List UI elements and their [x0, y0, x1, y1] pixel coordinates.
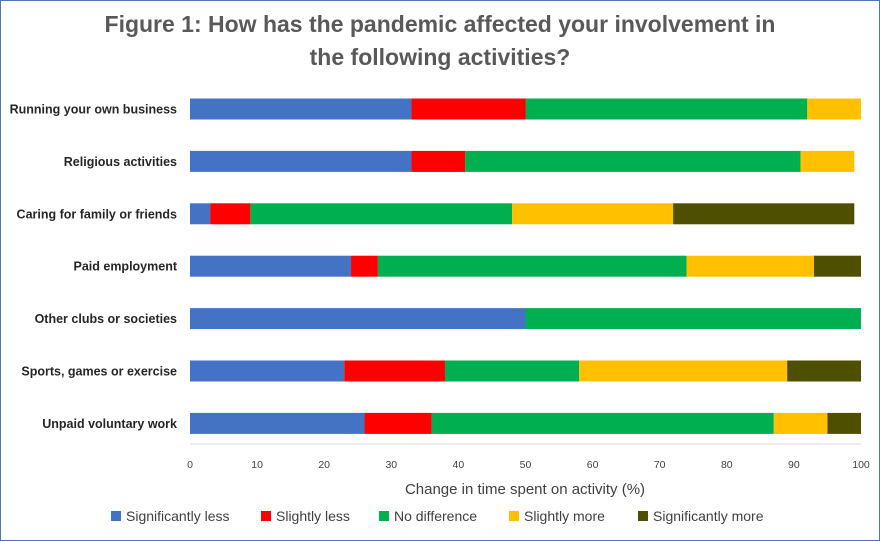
bar-segment: [190, 98, 412, 120]
legend-swatch: [111, 511, 121, 521]
x-tick-label: 100: [852, 459, 870, 471]
bar-segment: [351, 255, 378, 277]
bar-segment: [190, 150, 412, 172]
bar-segment: [465, 150, 801, 172]
x-tick-label: 50: [520, 459, 532, 471]
category-label: Caring for family or friends: [17, 207, 177, 221]
bar-segment: [686, 255, 815, 277]
bar-segment: [512, 203, 674, 225]
category-label: Other clubs or societies: [35, 312, 177, 326]
chart-title-line-2: the following activities?: [309, 44, 571, 70]
bar-segment: [673, 203, 855, 225]
legend-label: Significantly less: [126, 508, 230, 524]
bar-segment: [190, 308, 526, 330]
x-tick-label: 70: [654, 459, 666, 471]
category-label: Paid employment: [74, 260, 178, 274]
bar-segment: [190, 360, 345, 382]
bar-segment: [444, 360, 580, 382]
bar-segment: [579, 360, 788, 382]
legend-swatch: [638, 511, 648, 521]
x-axis-ticks: 0 10 20 30 40 50 60 70 80 90 100: [187, 459, 870, 471]
bar-segment: [773, 412, 828, 434]
legend-label: Slightly less: [276, 508, 350, 524]
x-tick-label: 80: [721, 459, 733, 471]
legend-swatch: [509, 511, 519, 521]
bar-segment: [411, 98, 526, 120]
bar-segment: [377, 255, 687, 277]
bar-segment: [344, 360, 445, 382]
bar-segment: [431, 412, 774, 434]
x-tick-label: 20: [318, 459, 330, 471]
bar-segment: [525, 98, 808, 120]
x-tick-label: 30: [385, 459, 397, 471]
x-tick-label: 0: [187, 459, 193, 471]
chart-title-line-1: Figure 1: How has the pandemic affected …: [104, 11, 776, 37]
legend-label: Significantly more: [653, 508, 764, 524]
bar-segment: [364, 412, 432, 434]
bar-segment: [814, 255, 861, 277]
legend-label: Slightly more: [524, 508, 605, 524]
bars-group: [190, 98, 861, 434]
bar-segment: [190, 203, 211, 225]
category-labels: Running your own business Religious activ…: [10, 103, 178, 431]
bar-segment: [807, 98, 861, 120]
x-tick-label: 10: [251, 459, 263, 471]
category-label: Religious activities: [64, 155, 177, 169]
legend: Significantly less Slightly less No differ…: [111, 508, 764, 524]
category-label: Sports, games or exercise: [21, 365, 177, 379]
legend-swatch: [379, 511, 389, 521]
bar-segment: [827, 412, 861, 434]
chart-title: Figure 1: How has the pandemic affected …: [0, 8, 880, 74]
category-label: Running your own business: [10, 103, 177, 117]
x-tick-label: 60: [587, 459, 599, 471]
x-tick-label: 40: [453, 459, 465, 471]
bar-segment: [250, 203, 513, 225]
bar-segment: [787, 360, 861, 382]
bar-segment: [525, 308, 861, 330]
bar-segment: [190, 412, 365, 434]
category-label: Unpaid voluntary work: [42, 417, 177, 431]
bar-segment: [411, 150, 466, 172]
legend-swatch: [261, 511, 271, 521]
legend-label: No difference: [394, 508, 477, 524]
x-axis-title: Change in time spent on activity (%): [405, 481, 645, 498]
bar-segment: [800, 150, 855, 172]
bar-segment: [190, 255, 352, 277]
x-tick-label: 90: [788, 459, 800, 471]
bar-segment: [210, 203, 251, 225]
